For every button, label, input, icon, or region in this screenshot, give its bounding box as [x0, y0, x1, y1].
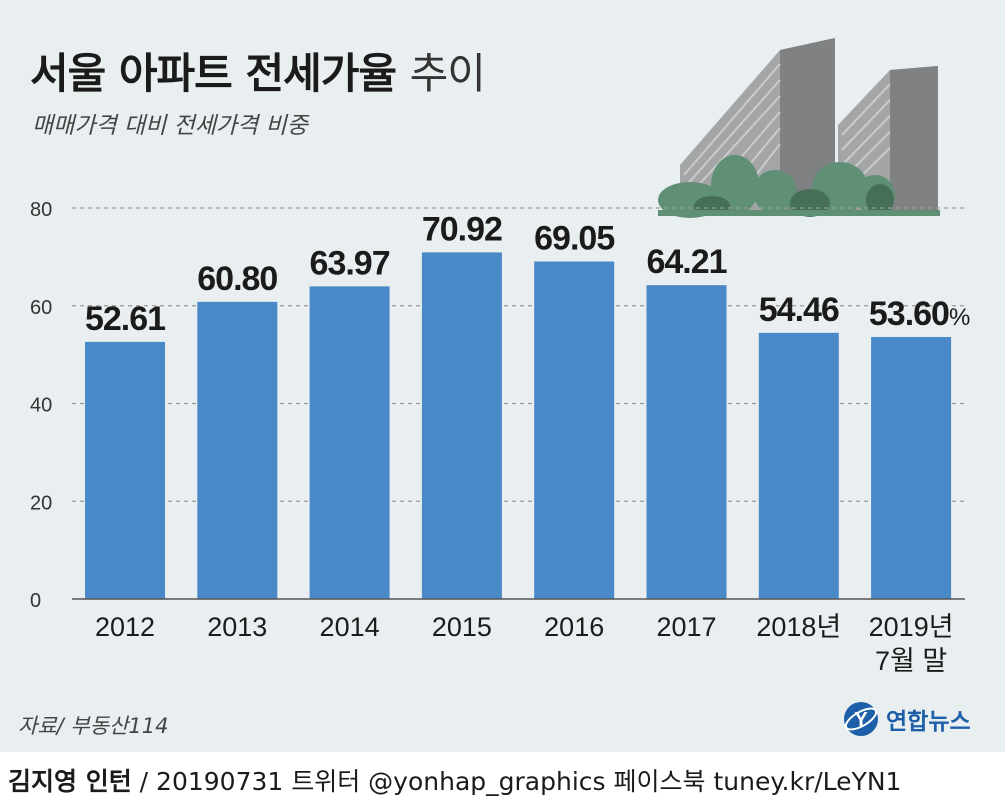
y-tick-label: 80: [30, 199, 52, 221]
bar-value-label: 70.92: [422, 210, 502, 248]
y-tick-label: 60: [30, 297, 52, 319]
yonhap-logo: Y 연합뉴스: [842, 700, 971, 738]
bar: [85, 341, 165, 599]
source-note: 자료/ 부동산114: [18, 714, 169, 738]
credit-footer: 김지영 인턴 / 20190731 트위터 @yonhap_graphics 페…: [0, 752, 1005, 808]
bar-value-label: 60.80: [197, 260, 277, 298]
x-tick-label: 2012: [95, 612, 155, 642]
x-tick-label: 2015: [432, 612, 492, 642]
x-tick-label: 2013: [207, 612, 267, 642]
unit-label: %: [949, 304, 970, 331]
chart-subtitle: 매매가격 대비 전세가격 비중: [32, 113, 308, 139]
x-tick-label: 2014: [320, 612, 380, 642]
svg-text:Y: Y: [854, 709, 868, 731]
yonhap-logo-icon: Y: [844, 702, 878, 736]
apartment-illustration-icon: [658, 38, 940, 218]
footer-details: 20190731 트위터 @yonhap_graphics 페이스북 tuney…: [156, 767, 902, 796]
bar: [421, 252, 502, 600]
page-title: 서울 아파트 전세가율 추이: [30, 40, 486, 101]
bar: [758, 332, 839, 599]
bar-value-label: 64.21: [646, 243, 726, 281]
title-suffix: 추이: [409, 49, 486, 98]
x-tick-label: 2019년: [869, 612, 954, 642]
footer-separator: /: [131, 767, 157, 796]
bar: [871, 337, 952, 599]
bar-value-label: 63.97: [310, 244, 390, 282]
y-tick-label: 0: [30, 590, 41, 612]
bar-value-label: 52.61: [85, 300, 165, 338]
title-main: 서울 아파트 전세가율: [30, 49, 397, 98]
x-tick-label: 7월 말: [875, 646, 947, 676]
x-tick-label: 2017: [656, 612, 716, 642]
bar: [309, 286, 390, 599]
bar: [534, 261, 615, 599]
y-tick-label: 20: [30, 492, 52, 514]
footer-author: 김지영 인턴: [8, 767, 132, 796]
x-tick-label: 2016: [544, 612, 604, 642]
bar-value-label: 54.46: [759, 291, 839, 329]
bar: [197, 301, 278, 599]
bar: [646, 285, 727, 599]
bar-chart: 0 20 40 60 80 52.61 2012 60.80 2013 63.97 2014 70.9…: [30, 38, 971, 676]
bar-value-label: 69.05: [534, 220, 614, 258]
yonhap-logo-text: 연합뉴스: [886, 709, 971, 735]
y-tick-label: 40: [30, 395, 52, 417]
bar-value-label: 53.60%: [869, 295, 970, 333]
x-tick-label: 2018년: [756, 612, 841, 642]
